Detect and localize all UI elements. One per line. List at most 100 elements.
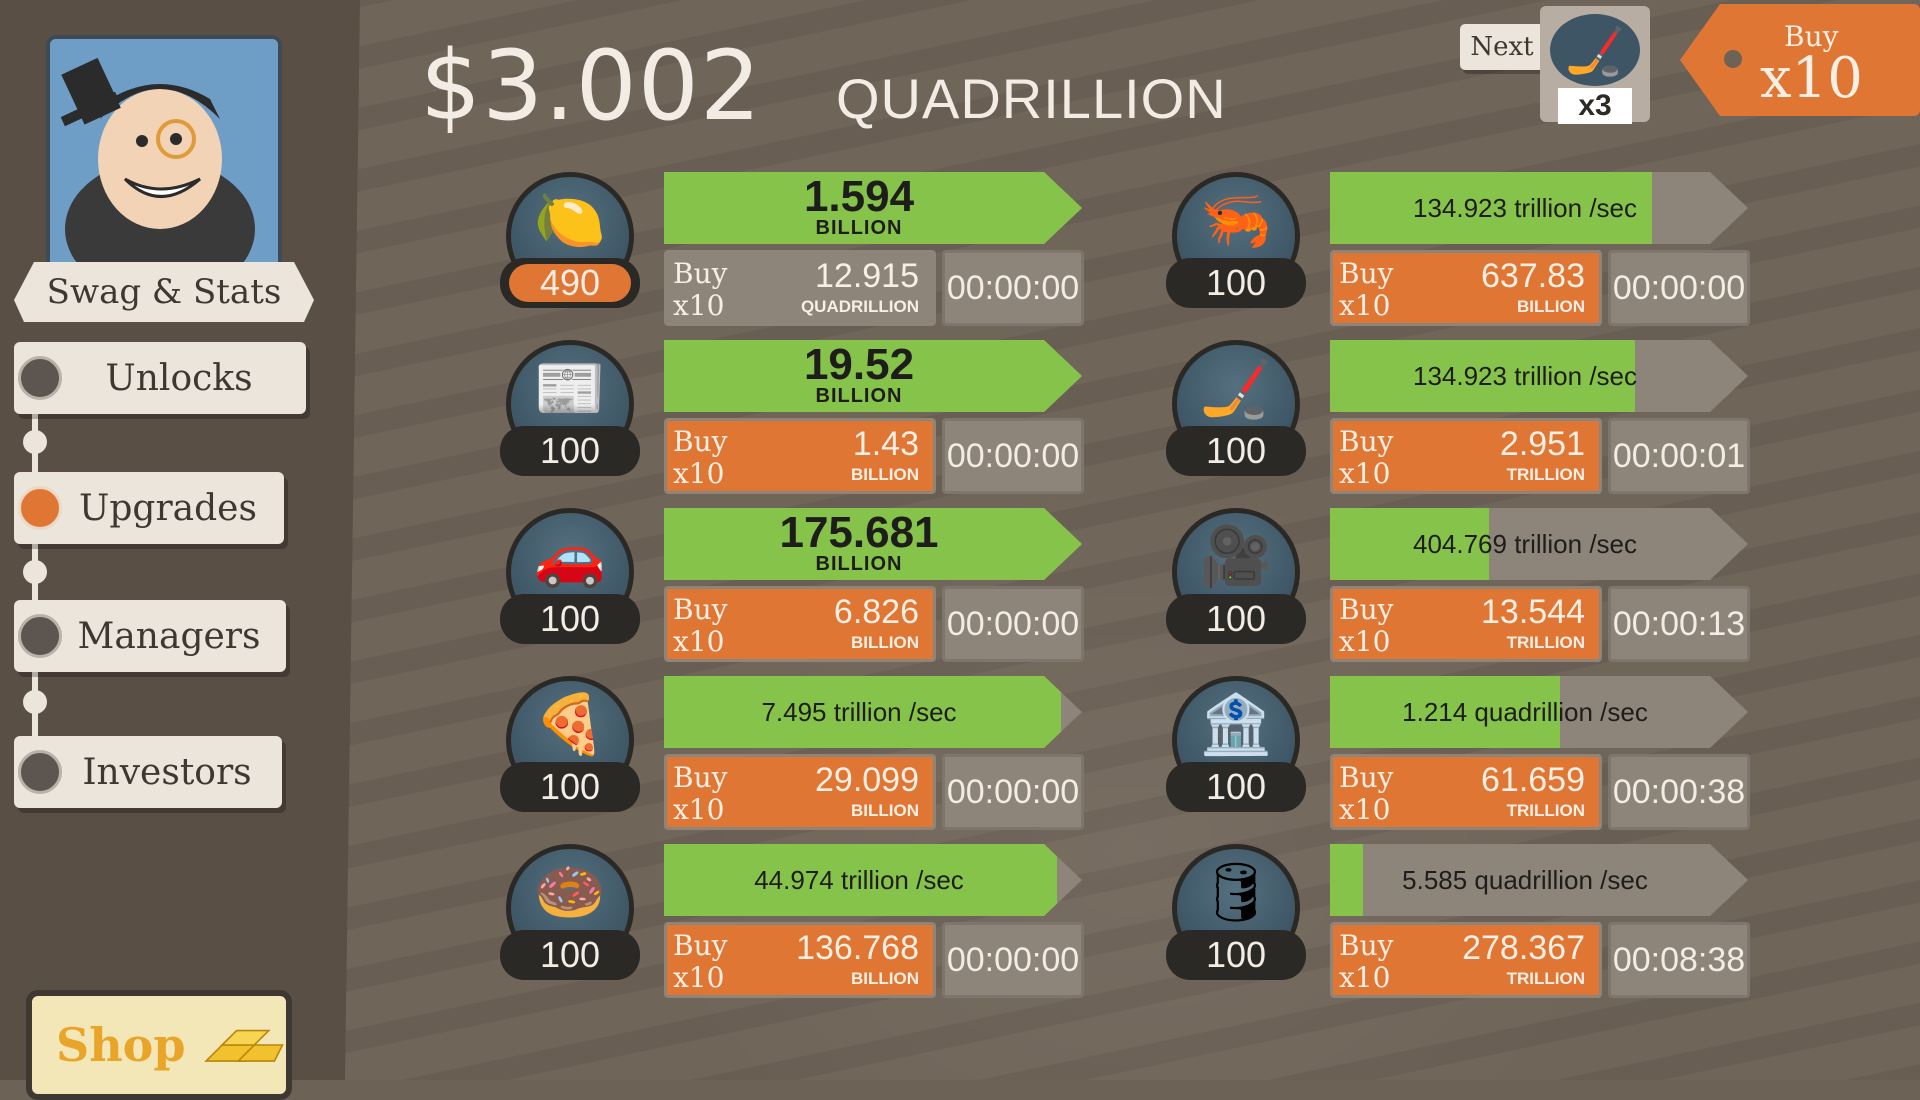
owned-count: 100 [1166, 762, 1306, 812]
progress-bar[interactable]: 7.495 trillion /sec [664, 676, 1082, 748]
progress-bar[interactable]: 134.923 trillion /sec [1330, 340, 1748, 412]
revenue-unit: BILLION [815, 384, 903, 407]
buy-cost: 278.367 [1462, 929, 1585, 967]
money-unit: QUADRILLION [836, 67, 1227, 130]
avatar[interactable] [46, 35, 282, 281]
tag-hole-icon [1724, 50, 1742, 68]
progress-fill [1330, 340, 1635, 412]
business-badge[interactable]: 🏦 100 [1166, 676, 1306, 816]
progress-text: 134.923 trillion /sec [1330, 172, 1720, 244]
business-badge[interactable]: 🛢 100 [1166, 844, 1306, 984]
owned-count-value: 100 [1205, 766, 1267, 807]
buy-button[interactable]: Buy x10 61.659 TRILLION [1330, 754, 1602, 830]
buy-button[interactable]: Buy x10 637.83 BILLION [1330, 250, 1602, 326]
buy-button[interactable]: Buy x10 278.367 TRILLION [1330, 922, 1602, 998]
buy-button[interactable]: Buy x10 136.768 BILLION [664, 922, 936, 998]
revenue-value: 19.52 [803, 339, 915, 389]
buy-cost-unit: TRILLION [1506, 633, 1585, 652]
buy-button[interactable]: Buy x10 13.544 TRILLION [1330, 586, 1602, 662]
business-card: 🍋 490 1.594 BILLION Buy x10 12.915 QUADR… [500, 172, 1560, 326]
progress-bar[interactable]: 44.974 trillion /sec [664, 844, 1082, 916]
revenue-value: 175.681 [779, 507, 939, 557]
nav-upgrades[interactable]: Upgrades [14, 472, 284, 544]
progress-fill [664, 844, 1057, 916]
buy-tag-label: Buy [1784, 20, 1839, 53]
business-badge[interactable]: 🚗 100 [500, 508, 640, 648]
business-glyph: 🎥 [1199, 524, 1273, 589]
business-card: 🛢 100 5.585 quadrillion /sec Buy x10 278… [1166, 844, 1920, 998]
buy-label: Buy [1339, 425, 1394, 458]
swag-stats-label: Swag & Stats [46, 272, 282, 312]
next-button[interactable]: Next [1460, 24, 1544, 70]
business-glyph: 🍩 [533, 860, 607, 925]
nav-indicator-icon [18, 486, 62, 530]
buy-cost: 136.768 [796, 929, 919, 967]
buy-button[interactable]: Buy x10 12.915 QUADRILLION [664, 250, 936, 326]
business-badge[interactable]: 📰 100 [500, 340, 640, 480]
owned-count-value: 100 [539, 766, 601, 807]
revenue-rate: 134.923 trillion /sec [1412, 192, 1638, 223]
progress-bar[interactable]: 404.769 trillion /sec [1330, 508, 1748, 580]
business-badge[interactable]: 🍋 490 [500, 172, 640, 312]
buy-quantity: x10 [1339, 625, 1391, 658]
buy-button[interactable]: Buy x10 6.826 BILLION [664, 586, 936, 662]
timer: 00:00:00 [942, 922, 1084, 998]
buy-cost: 12.915 [815, 257, 919, 295]
owned-count-value: 100 [1205, 598, 1267, 639]
buy-quantity: x10 [1339, 457, 1391, 490]
shop-button[interactable]: Shop [26, 990, 292, 1100]
business-badge[interactable]: 🎥 100 [1166, 508, 1306, 648]
timer-value: 00:00:01 [1612, 436, 1746, 475]
swag-stats-button[interactable]: Swag & Stats [14, 262, 314, 322]
timer: 00:00:00 [1608, 250, 1750, 326]
business-badge[interactable]: 🏒 100 [1166, 340, 1306, 480]
next-unlock-card[interactable]: 🏒 x3 [1540, 6, 1650, 124]
timer-value: 00:00:00 [946, 772, 1080, 811]
revenue-unit: BILLION [815, 216, 903, 239]
timer: 00:00:00 [942, 418, 1084, 494]
buy-cost-unit: BILLION [851, 633, 919, 652]
buy-button[interactable]: Buy x10 2.951 TRILLION [1330, 418, 1602, 494]
timer-value: 00:00:00 [946, 268, 1080, 307]
nav-unlocks[interactable]: Unlocks [14, 342, 306, 414]
progress-bar[interactable]: 134.923 trillion /sec [1330, 172, 1748, 244]
buy-cost: 637.83 [1481, 257, 1585, 295]
buy-cost-unit: BILLION [851, 801, 919, 820]
buy-cost-unit: BILLION [851, 969, 919, 988]
timer: 00:00:13 [1608, 586, 1750, 662]
progress-text: 404.769 trillion /sec [1330, 508, 1720, 580]
nav-indicator-icon [18, 614, 62, 658]
business-glyph: 🏒 [1199, 356, 1273, 421]
buy-cost-unit: TRILLION [1506, 969, 1585, 988]
revenue-rate: 1.214 quadrillion /sec [1402, 696, 1648, 727]
buy-quantity: x10 [673, 961, 725, 994]
revenue-rate: 404.769 trillion /sec [1412, 528, 1638, 559]
buy-label: Buy [673, 425, 728, 458]
buy-cost-unit: QUADRILLION [800, 297, 919, 316]
nav-managers[interactable]: Managers [14, 600, 286, 672]
buy-label: Buy [673, 929, 728, 962]
business-badge[interactable]: 🍕 100 [500, 676, 640, 816]
buy-quantity: x10 [1339, 793, 1391, 826]
buy-button[interactable]: Buy x10 1.43 BILLION [664, 418, 936, 494]
owned-count: 100 [1166, 426, 1306, 476]
progress-bar[interactable]: 5.585 quadrillion /sec [1330, 844, 1748, 916]
buy-button[interactable]: Buy x10 29.099 BILLION [664, 754, 936, 830]
buy-tag-multiplier: x10 [1760, 46, 1863, 111]
business-badge[interactable]: 🦐 100 [1166, 172, 1306, 312]
business-badge[interactable]: 🍩 100 [500, 844, 640, 984]
progress-bar[interactable]: 19.52 BILLION [664, 340, 1082, 412]
nav-investors[interactable]: Investors [14, 736, 282, 808]
progress-fill [1330, 508, 1489, 580]
nav-dot [23, 560, 47, 584]
owned-count-value: 100 [1205, 934, 1267, 975]
owned-count: 100 [1166, 258, 1306, 308]
progress-bar[interactable]: 175.681 BILLION [664, 508, 1082, 580]
progress-text: 1.214 quadrillion /sec [1330, 676, 1720, 748]
progress-bar[interactable]: 1.214 quadrillion /sec [1330, 676, 1748, 748]
business-glyph: 🏦 [1199, 692, 1273, 757]
buy-multiplier-toggle[interactable]: Buy x10 [1680, 4, 1920, 116]
progress-bar[interactable]: 1.594 BILLION [664, 172, 1082, 244]
timer: 00:00:00 [942, 754, 1084, 830]
next-label: Next [1470, 32, 1534, 62]
